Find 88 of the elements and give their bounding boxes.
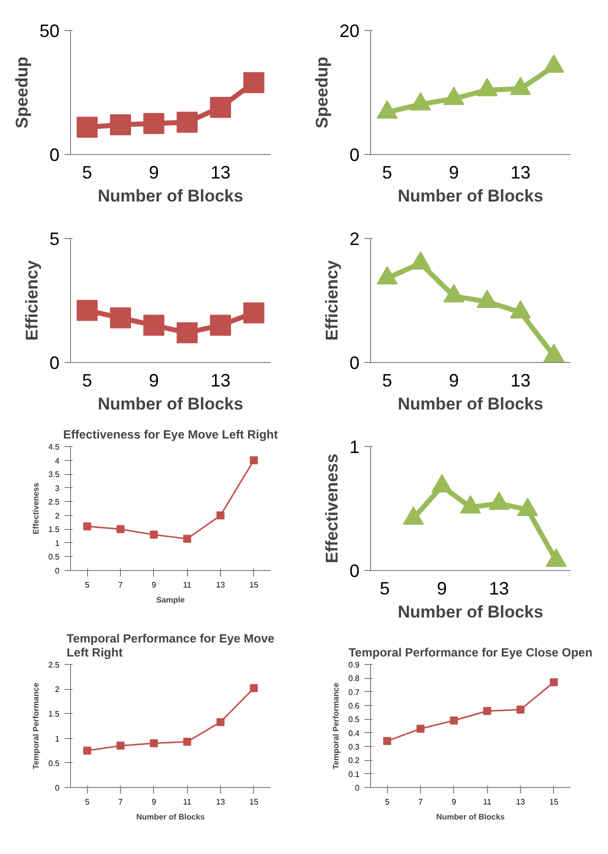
x-tick-label: 15 [249, 580, 259, 590]
y-tick-label: 1.5 [48, 525, 60, 534]
x-axis-title: Number of Blocks [98, 186, 244, 206]
y-axis-title: Speedup [312, 56, 332, 128]
y-tick-label: 3 [55, 484, 60, 493]
y-tick-label: 0.4 [348, 728, 360, 738]
y-tick-label: 0.3 [348, 742, 360, 752]
y-tick-label: 1 [349, 437, 360, 457]
y-axis-title: Temporal Performance [31, 682, 40, 770]
x-axis-title: Number of Blocks [98, 394, 244, 414]
x-tick-label: 11 [183, 798, 192, 806]
x-tick-label: 13 [210, 162, 231, 182]
x-tick-label: 15 [249, 798, 259, 806]
y-tick-label: 1.5 [48, 710, 60, 719]
x-tick-label: 13 [216, 580, 226, 590]
y-tick-label: 2.5 [48, 660, 60, 670]
y-tick-label: 0 [55, 566, 60, 576]
y-axis-title: Efficiency [22, 260, 42, 341]
x-tick-label: 15 [549, 798, 559, 806]
y-tick-label: 2 [55, 685, 60, 694]
y-tick-label: 0 [49, 353, 60, 373]
y-tick-label: 2 [349, 229, 360, 249]
chart-title: Temporal Performance for Eye Move Left Right [66, 632, 275, 660]
x-tick-label: 9 [448, 370, 459, 390]
x-tick-label: 13 [489, 578, 510, 598]
y-tick-label: 0.1 [348, 770, 360, 779]
y-tick-label: 0.7 [348, 688, 360, 697]
y-tick-label: 1 [55, 734, 60, 744]
x-tick-label: 13 [210, 370, 231, 390]
y-tick-label: 0 [349, 561, 360, 581]
x-tick-label: 9 [436, 578, 447, 598]
x-tick-label: 5 [384, 798, 390, 806]
x-axis-title: Number of Blocks [436, 812, 506, 822]
x-tick-label: 13 [216, 798, 226, 806]
x-tick-label: 9 [452, 798, 457, 806]
x-tick-label: 7 [118, 580, 124, 590]
x-tick-label: 11 [483, 798, 492, 806]
y-tick-label: 20 [339, 21, 360, 41]
x-tick-label: 11 [183, 580, 192, 590]
x-tick-label: 5 [380, 578, 390, 598]
y-tick-label: 0.5 [348, 715, 360, 724]
x-tick-label: 13 [510, 370, 531, 390]
y-tick-label: 0.2 [348, 756, 360, 766]
x-tick-label: 5 [82, 370, 92, 390]
x-tick-label: 5 [84, 798, 90, 806]
y-tick-label: 1 [55, 538, 60, 548]
x-tick-label: 9 [148, 370, 159, 390]
y-tick-label: 0.6 [348, 702, 360, 710]
y-tick-label: 0 [349, 353, 360, 373]
x-tick-label: 9 [152, 798, 157, 806]
y-tick-label: 50 [39, 21, 60, 41]
chart-title: Temporal Performance for Eye Close Open [348, 646, 592, 660]
y-tick-label: 0.5 [48, 552, 60, 562]
y-tick-label: 2.5 [48, 498, 60, 507]
x-tick-label: 5 [84, 580, 90, 590]
x-tick-label: 7 [418, 798, 424, 806]
y-tick-label: 3.5 [48, 470, 60, 480]
x-tick-label: 5 [382, 162, 392, 182]
chart-title: Effectiveness for Eye Move Left Right [63, 428, 278, 442]
y-axis-title: Effectiveness [31, 482, 40, 534]
y-tick-label: 0 [55, 784, 60, 792]
x-tick-label: 13 [516, 798, 526, 806]
x-axis-title: Number of Blocks [398, 186, 544, 206]
y-tick-label: 2 [55, 511, 60, 520]
y-tick-label: 5 [49, 229, 60, 249]
x-tick-label: 9 [152, 580, 157, 590]
y-tick-label: 0.5 [48, 758, 60, 768]
x-tick-label: 5 [382, 370, 392, 390]
x-tick-label: 7 [118, 798, 124, 806]
x-axis-title: Sample [156, 596, 186, 604]
x-tick-label: 9 [148, 162, 159, 182]
y-axis-title: Effectiveness [322, 454, 342, 564]
y-tick-label: 4.5 [48, 442, 60, 452]
y-tick-label: 0.8 [348, 674, 360, 684]
y-tick-label: 4 [55, 456, 60, 466]
y-tick-label: 0 [49, 145, 60, 165]
x-axis-title: Number of Blocks [398, 394, 544, 414]
y-axis-title: Speedup [12, 56, 32, 128]
y-tick-label: 0 [355, 784, 360, 792]
y-tick-label: 0.9 [348, 660, 360, 670]
x-axis-title: Number of Blocks [398, 602, 544, 622]
y-axis-title: Temporal Performance [331, 682, 340, 770]
y-tick-label: 0 [349, 145, 360, 165]
x-tick-label: 5 [82, 162, 92, 182]
y-axis-title: Efficiency [322, 260, 342, 341]
x-tick-label: 9 [448, 162, 459, 182]
x-axis-title: Number of Blocks [136, 812, 206, 822]
x-tick-label: 13 [510, 162, 531, 182]
